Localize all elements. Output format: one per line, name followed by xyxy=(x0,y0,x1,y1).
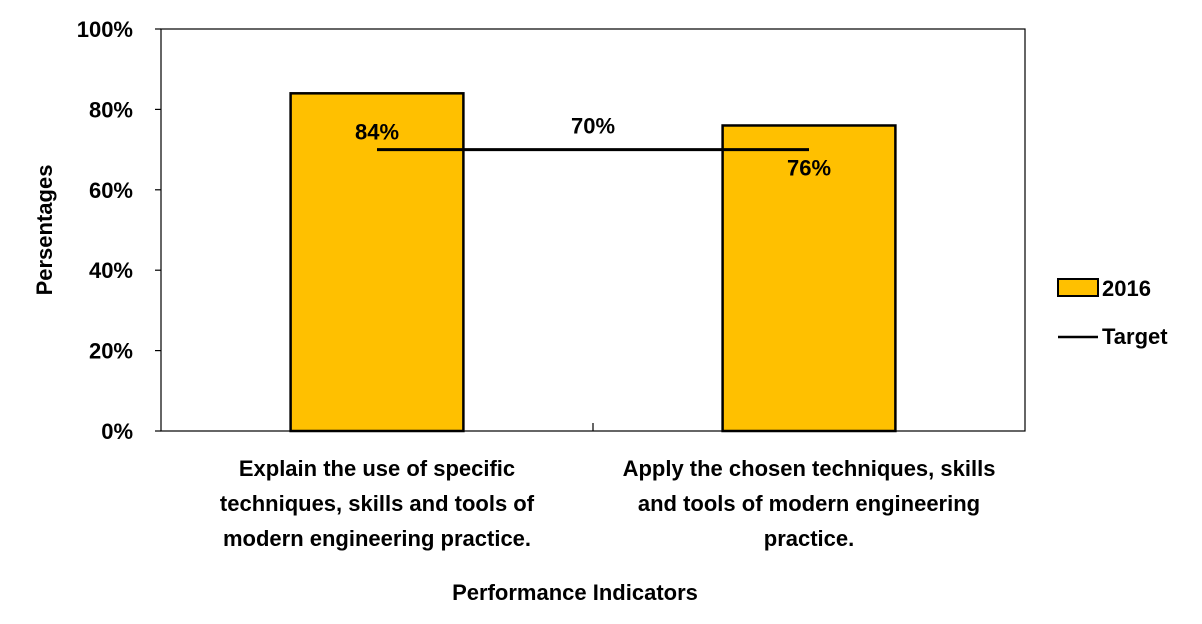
legend-label-target: Target xyxy=(1102,324,1168,349)
y-tick-label: 20% xyxy=(89,339,133,364)
x-axis-categories: Explain the use of specific techniques, s… xyxy=(220,456,996,551)
bar-2016 xyxy=(721,124,897,433)
data-labels: 84% 76% 70% xyxy=(355,114,831,181)
y-tick-label: 60% xyxy=(89,178,133,203)
y-tick-label: 100% xyxy=(77,17,133,42)
y-axis-title: Persentages xyxy=(32,165,57,296)
category-label: Explain the use of specific techniques, s… xyxy=(220,456,535,551)
data-label-target: 70% xyxy=(571,114,615,139)
y-tick-label: 0% xyxy=(101,419,133,444)
legend: 2016 Target xyxy=(1057,276,1168,349)
data-label-2016: 76% xyxy=(787,155,831,180)
x-axis-title: Performance Indicators xyxy=(452,580,698,605)
legend-swatch-2016 xyxy=(1057,278,1099,297)
category-label: Apply the chosen techniques, skills and t… xyxy=(623,456,996,551)
y-axis: 0% 20% 40% 60% 80% 100% xyxy=(77,17,594,444)
data-label-2016: 84% xyxy=(355,119,399,144)
legend-label-2016: 2016 xyxy=(1102,276,1151,301)
y-tick-label: 80% xyxy=(89,97,133,122)
y-tick-label: 40% xyxy=(89,258,133,283)
